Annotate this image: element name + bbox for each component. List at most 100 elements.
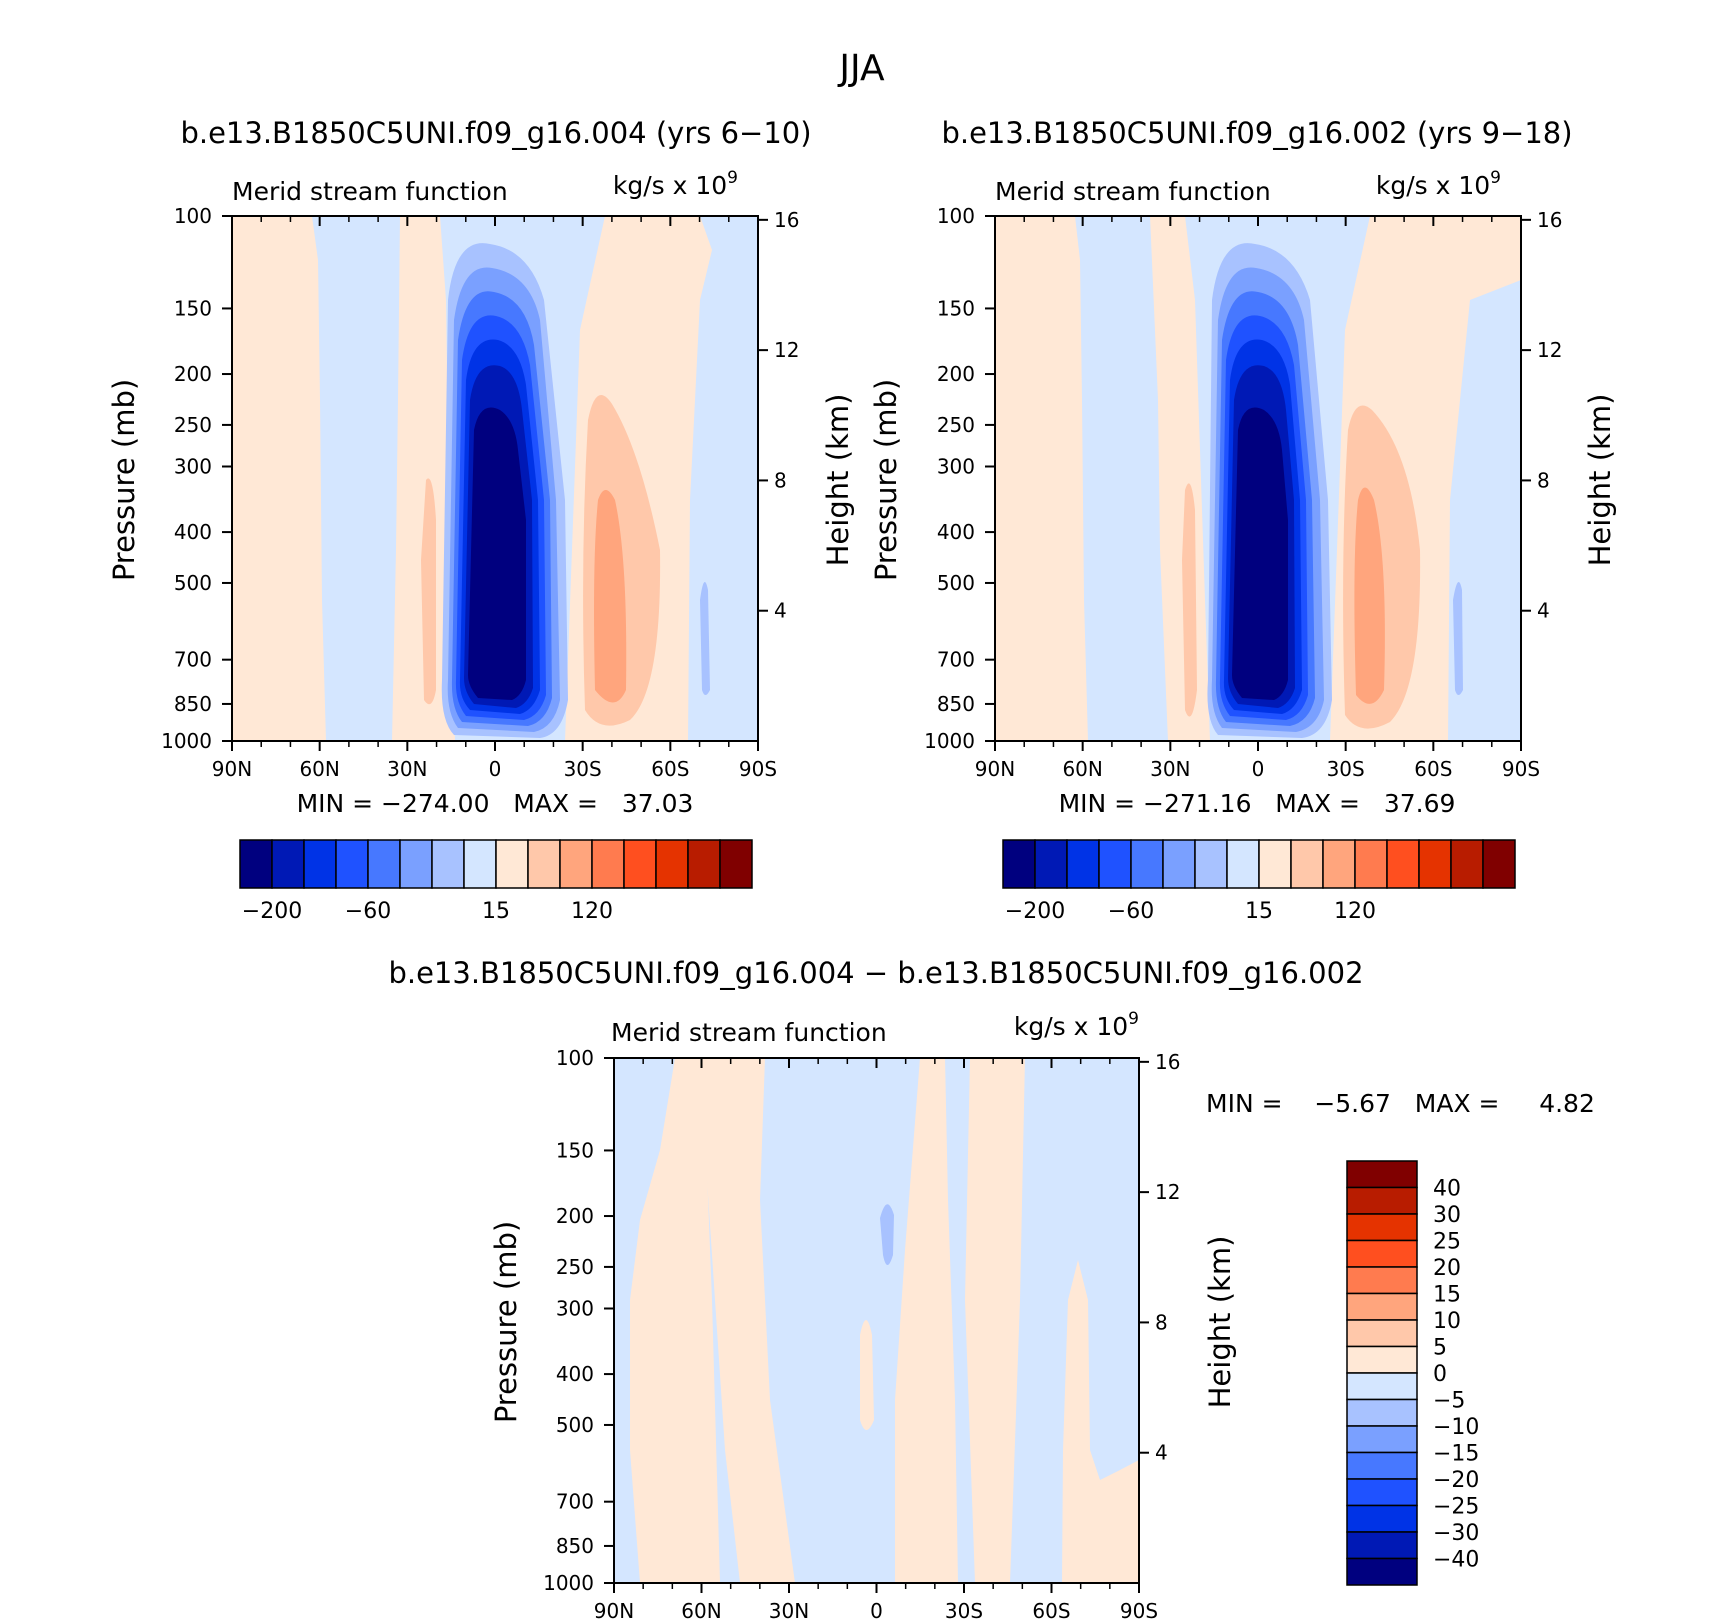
y2-tick-label: 12 (1537, 338, 1562, 362)
panel-3-contour-pos-nh-strip (700, 1058, 795, 1583)
colorbar-swatch (1346, 1372, 1418, 1401)
colorbar-swatch (687, 839, 721, 889)
y-tick-label: 850 (174, 692, 212, 716)
colorbar-swatch (1346, 1186, 1418, 1215)
panel-3-title: b.e13.B1850C5UNI.f09_g16.004 − b.e13.B18… (388, 956, 1363, 990)
y-tick-label: 400 (937, 520, 975, 544)
y-tick-label: 150 (556, 1138, 594, 1162)
y2-tick-label: 8 (1537, 468, 1550, 492)
y-tick-label: 1000 (924, 729, 975, 753)
colorbar-label: 5 (1433, 1336, 1447, 1361)
colorbar-label: −25 (1433, 1495, 1479, 1520)
panel-1-axes: 100 150 200 250 300 400 500 700 850 1000 16 12 8 4 90N… (161, 204, 799, 781)
panel-3-contour-pos-eq-blob (860, 1320, 874, 1430)
colorbar-label: −40 (1433, 1548, 1479, 1573)
panel-3-plot (614, 1058, 1139, 1583)
panel-3-contour-pos-nh-wide (630, 1058, 720, 1583)
colorbar-label: 15 (1433, 1283, 1461, 1308)
colorbar-swatch (1450, 839, 1484, 889)
panel-1-y2label: Height (km) (821, 394, 855, 567)
colorbar-label: −20 (1433, 1468, 1479, 1493)
panel-2-contour-pos-nh-core (1182, 483, 1197, 717)
x-tick-label: 0 (489, 757, 502, 781)
colorbar-swatch (527, 839, 561, 889)
y-tick-label: 300 (174, 454, 212, 478)
colorbar-swatch (1386, 839, 1420, 889)
panel-3-ylabel: Pressure (mb) (489, 1221, 523, 1423)
y-tick-label: 500 (556, 1413, 594, 1437)
panel-2-contour-neg-nh-tongue (1453, 582, 1463, 695)
y-tick-label: 700 (174, 648, 212, 672)
panel-1-contour-neg-core (468, 407, 526, 700)
colorbar-label: 0 (1433, 1362, 1447, 1387)
x-tick-label: 60S (1414, 757, 1452, 781)
colorbar-swatch (399, 839, 433, 889)
colorbar-swatch (1066, 839, 1100, 889)
colorbar-label: 10 (1433, 1309, 1461, 1334)
colorbar-swatch (335, 839, 369, 889)
x-tick-label: 90S (739, 757, 777, 781)
panel-2-contour-pos-sh-15 (1354, 487, 1385, 704)
panel-3-contour-neg-eq-blob (880, 1204, 894, 1265)
y-tick-label: 700 (937, 648, 975, 672)
y-tick-label: 1000 (161, 729, 212, 753)
colorbar-swatch (1418, 839, 1452, 889)
colorbar-label: 20 (1433, 1256, 1461, 1281)
y-tick-label: 700 (556, 1490, 594, 1514)
colorbar-swatch (1346, 1345, 1418, 1374)
colorbar-label: −200 (242, 899, 302, 924)
colorbar-swatch (1346, 1239, 1418, 1268)
colorbar-swatch (303, 839, 337, 889)
y2-tick-label: 16 (1537, 208, 1562, 232)
panel-3-y2label: Height (km) (1203, 1236, 1237, 1409)
y-tick-label: 200 (174, 362, 212, 386)
panel-2-stats: MIN = −271.16 MAX = 37.69 (1059, 789, 1456, 818)
x-tick-label: 90S (1120, 1599, 1158, 1620)
y-tick-label: 1000 (543, 1571, 594, 1595)
colorbar-label: −10 (1433, 1415, 1479, 1440)
y2-tick-label: 12 (774, 338, 799, 362)
colorbar-label: −5 (1433, 1389, 1465, 1414)
colorbar-label: 15 (1245, 899, 1273, 924)
panel-1-ylabel: Pressure (mb) (107, 379, 141, 581)
y-tick-label: 400 (556, 1362, 594, 1386)
x-tick-label: 60N (1062, 757, 1102, 781)
x-tick-label: 90N (975, 757, 1015, 781)
panel-1: b.e13.B1850C5UNI.f09_g16.004 (yrs 6−10) … (107, 116, 855, 924)
panel-2-units: kg/s x 109 (1376, 168, 1501, 200)
colorbar-label: 30 (1433, 1203, 1461, 1228)
figure-title: JJA (837, 48, 885, 89)
colorbar-swatch (1002, 839, 1036, 889)
colorbar-swatch (1130, 839, 1164, 889)
panel-3-axes: 100 150 200 250 300 400 500 700 850 1000 16 12 8 4 90N… (543, 1046, 1180, 1620)
colorbar-label: −15 (1433, 1442, 1479, 1467)
panel-1-contour-pos-nh-core (421, 478, 436, 705)
y-tick-label: 100 (556, 1046, 594, 1070)
y2-tick-label: 4 (1155, 1441, 1168, 1465)
panel-2-y2label: Height (km) (1583, 394, 1617, 567)
x-tick-label: 60N (299, 757, 339, 781)
y2-tick-label: 16 (774, 208, 799, 232)
y-tick-label: 250 (174, 413, 212, 437)
y-tick-label: 150 (174, 296, 212, 320)
colorbar-swatch (1346, 1451, 1418, 1480)
x-tick-label: 60S (651, 757, 689, 781)
panel-1-plot (232, 216, 758, 741)
panel-3-contour-pos-sh-3 (1062, 1260, 1139, 1583)
panel-1-colorbar: −200 −60 15 120 (239, 839, 753, 924)
y-tick-label: 250 (937, 413, 975, 437)
y-tick-label: 850 (937, 692, 975, 716)
colorbar-swatch (655, 839, 689, 889)
x-tick-label: 30N (769, 1599, 809, 1620)
colorbar-swatch (1346, 1425, 1418, 1454)
colorbar-swatch (1322, 839, 1356, 889)
colorbar-swatch (1258, 839, 1292, 889)
x-tick-label: 0 (1252, 757, 1265, 781)
panel-2-axes: 100 150 200 250 300 400 500 700 850 1000 16 12 8 4 90N… (924, 204, 1562, 781)
y-tick-label: 250 (556, 1255, 594, 1279)
y2-tick-label: 8 (774, 468, 787, 492)
x-tick-label: 90S (1502, 757, 1540, 781)
colorbar-swatch (1346, 1292, 1418, 1321)
